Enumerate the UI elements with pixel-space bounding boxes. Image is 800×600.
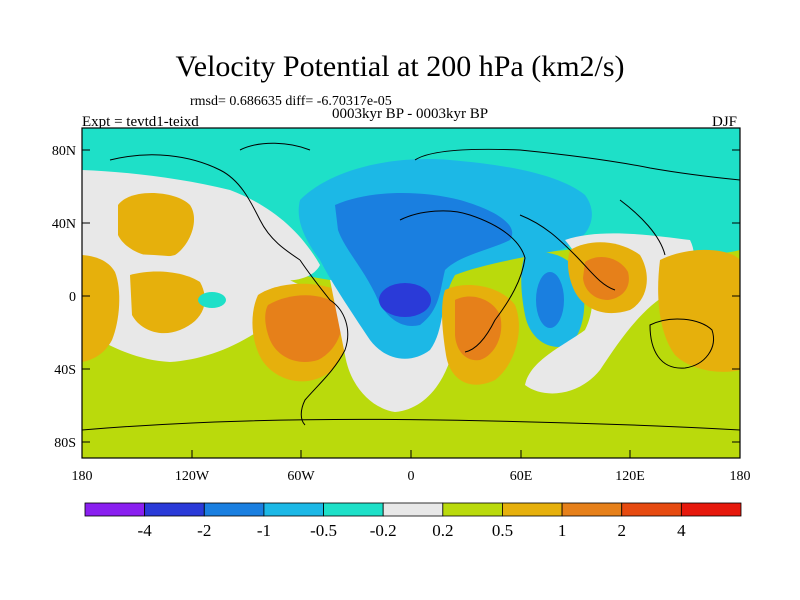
lat-label-0: 0 bbox=[69, 290, 76, 305]
colorbar-label: 4 bbox=[677, 521, 686, 540]
colorbar-swatch bbox=[144, 502, 205, 517]
colorbar-label: 2 bbox=[617, 521, 626, 540]
season-label: DJF bbox=[712, 114, 738, 130]
colorbar-label: -1 bbox=[257, 521, 271, 540]
lat-label-40s: 40S bbox=[54, 363, 76, 378]
lat-label-80s: 80S bbox=[54, 436, 76, 451]
lat-label-80n: 80N bbox=[52, 144, 76, 159]
lat-label-40n: 40N bbox=[52, 217, 76, 232]
plot-title: Velocity Potential at 200 hPa (km2/s) bbox=[175, 50, 625, 83]
colorbar-label: 0.5 bbox=[492, 521, 513, 540]
colorbar-swatch bbox=[323, 502, 384, 517]
colorbar-swatch bbox=[84, 502, 146, 517]
colorbar-label: -4 bbox=[138, 521, 153, 540]
colorbar-swatch bbox=[382, 502, 444, 517]
colorbar-label: 1 bbox=[558, 521, 567, 540]
lon-label-180e: 180 bbox=[730, 469, 751, 484]
colorbar: -4 -2 -1 -0.5 -0.2 0.2 0.5 1 2 4 bbox=[84, 502, 742, 540]
lon-label-60e: 60E bbox=[510, 469, 533, 484]
colorbar-swatch bbox=[502, 502, 563, 517]
lon-label-180w: 180 bbox=[72, 469, 93, 484]
colorbar-swatch bbox=[442, 502, 503, 517]
colorbar-swatch bbox=[680, 502, 742, 517]
colorbar-swatch bbox=[203, 502, 265, 517]
lon-label-60w: 60W bbox=[287, 469, 315, 484]
colorbar-label: -0.2 bbox=[370, 521, 397, 540]
lon-label-120e: 120E bbox=[615, 469, 645, 484]
plot-subtitle: 0003kyr BP - 0003kyr BP bbox=[331, 106, 489, 122]
lon-ticks bbox=[81, 450, 741, 458]
stats-text: rmsd= 0.686635 diff= -6.70317e-05 bbox=[190, 94, 392, 109]
lon-label-120w: 120W bbox=[175, 469, 210, 484]
lat-ticks bbox=[82, 149, 740, 443]
experiment-label: Expt = tevtd1-teixd bbox=[82, 114, 199, 130]
lon-label-0: 0 bbox=[408, 469, 415, 484]
colorbar-swatch bbox=[621, 502, 682, 517]
contour-fill bbox=[82, 128, 740, 458]
colorbar-swatch bbox=[561, 502, 623, 517]
colorbar-label: -2 bbox=[197, 521, 211, 540]
colorbar-label: 0.2 bbox=[432, 521, 453, 540]
colorbar-label: -0.5 bbox=[310, 521, 337, 540]
coastlines bbox=[82, 142, 740, 431]
colorbar-swatch bbox=[263, 502, 324, 517]
